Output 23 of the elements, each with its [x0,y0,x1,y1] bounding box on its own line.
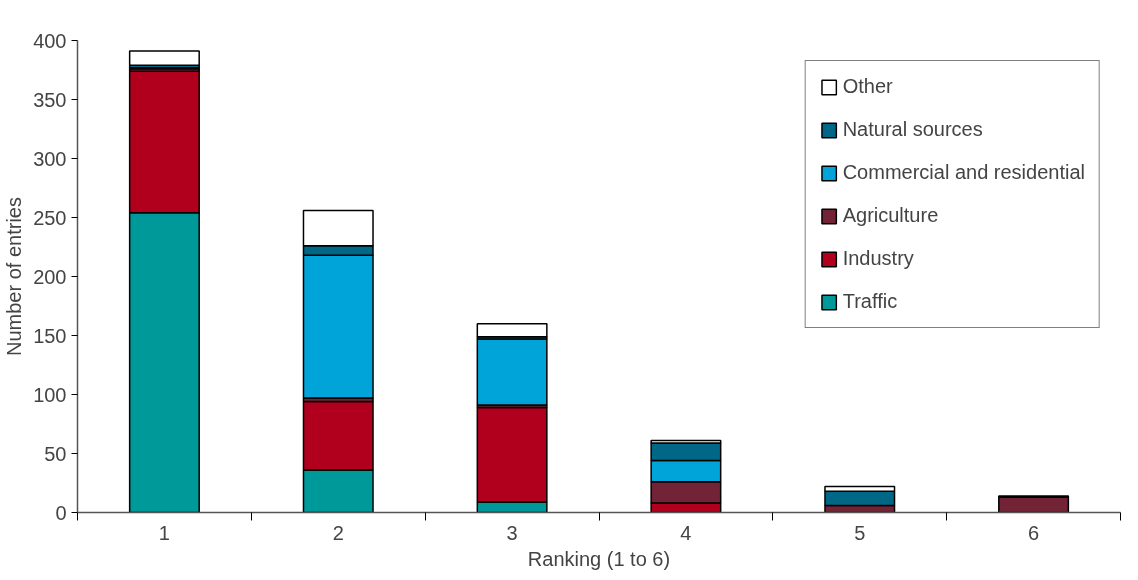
legend-label: Agriculture [842,204,939,227]
x-axis-title: Ranking (1 to 6) [527,547,671,570]
x-tick-label: 1 [158,521,170,544]
y-tick-label: 300 [33,147,67,170]
y-axis-title: Number of entries [3,197,26,356]
y-tick-label: 50 [44,442,67,465]
legend-label: Traffic [842,290,898,313]
y-tick-label: 150 [33,324,67,347]
y-tick-label: 350 [33,88,67,111]
y-tick-label: 250 [33,206,67,229]
x-tick-label: 6 [1028,521,1040,544]
legend-label: Other [842,75,893,98]
x-tick-label: 2 [332,521,344,544]
y-tick-label: 200 [33,265,67,288]
y-tick-label: 100 [33,383,67,406]
y-tick-label: 400 [33,29,67,52]
legend-label: Natural sources [842,118,983,141]
x-tick-label: 4 [680,521,692,544]
legend-label: Industry [842,247,914,270]
x-tick-label: 3 [506,521,518,544]
legend-label: Commercial and residential [842,161,1085,184]
y-tick-label: 0 [55,501,67,524]
x-tick-label: 5 [854,521,866,544]
